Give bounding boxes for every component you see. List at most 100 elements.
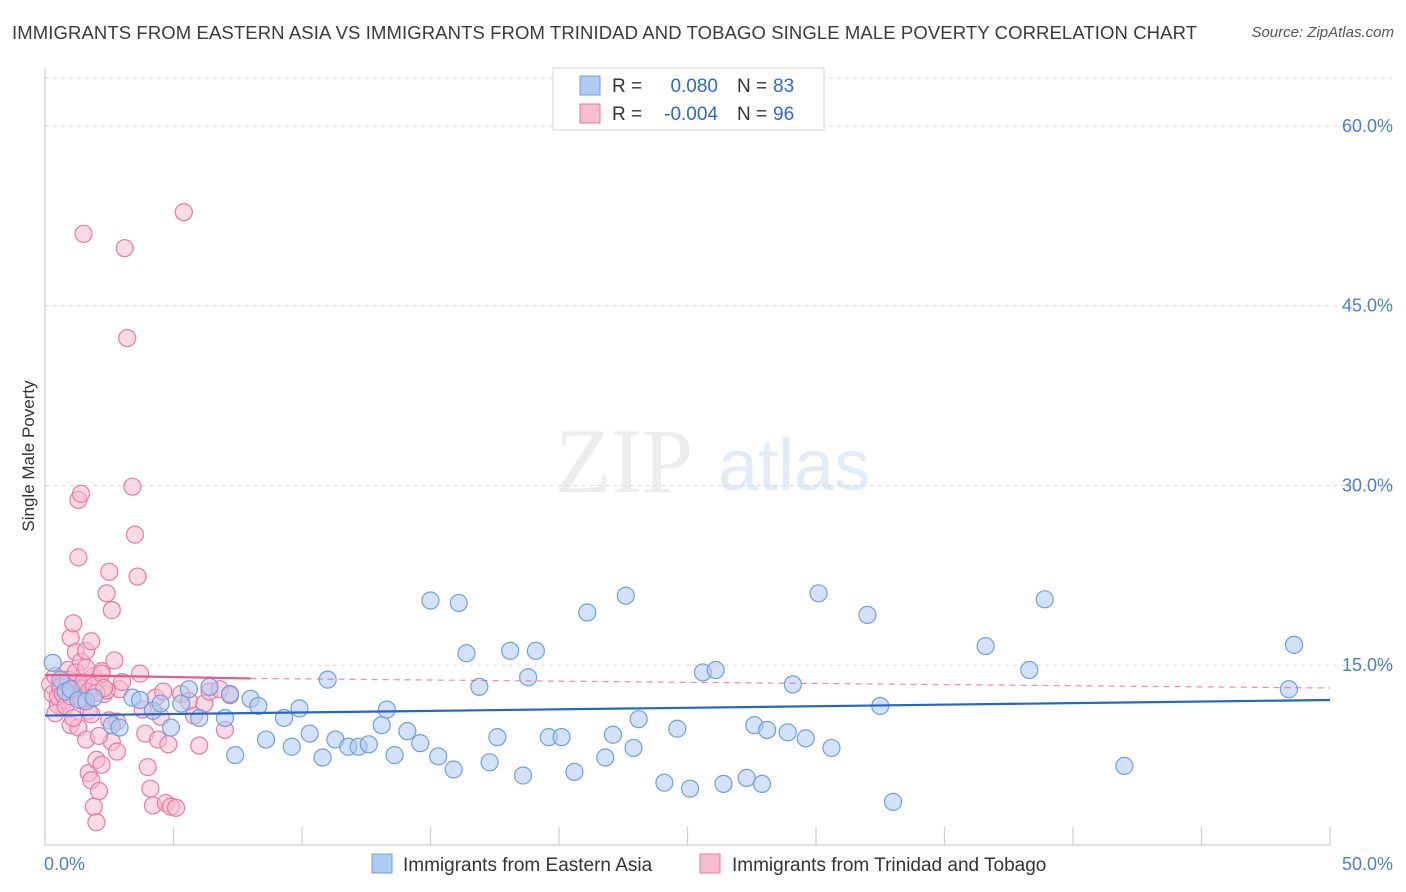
point-pink-84	[64, 708, 83, 728]
point-pink-45	[123, 477, 142, 496]
x-tick-label-1: 50.0%	[1342, 854, 1393, 874]
series-legend: Immigrants from Eastern Asia Immigrants …	[371, 853, 1046, 876]
point-blue-33	[359, 735, 378, 754]
point-blue-26	[290, 699, 309, 718]
legend-n-value-pink: 96	[773, 104, 794, 125]
point-blue-73	[809, 584, 828, 603]
point-blue-19	[220, 684, 240, 704]
point-blue-58	[624, 738, 643, 758]
point-blue-75	[858, 605, 877, 625]
point-blue-61	[668, 719, 687, 738]
point-blue-78	[976, 636, 995, 656]
point-blue-77	[883, 792, 903, 811]
point-blue-22	[249, 696, 268, 716]
point-blue-59	[629, 710, 648, 729]
legend-n-label-blue: N =	[737, 76, 767, 97]
point-pink-23	[69, 548, 88, 567]
point-pink-13	[64, 614, 83, 633]
point-blue-47	[501, 641, 520, 660]
point-blue-42	[449, 593, 468, 613]
point-pink-76	[112, 672, 132, 692]
point-blue-79	[1020, 660, 1039, 680]
gridlines	[45, 77, 1392, 666]
point-blue-25	[282, 737, 301, 756]
legend-r-label-pink: R =	[612, 104, 642, 125]
point-blue-46	[488, 728, 507, 747]
point-pink-75	[107, 742, 127, 761]
point-pink-21	[82, 632, 101, 651]
point-pink-88	[77, 658, 96, 677]
point-pink-30	[84, 797, 103, 816]
legend-bottom-swatch-blue	[371, 853, 393, 874]
point-blue-50	[526, 641, 545, 660]
y-tick-labels: 15.0% 30.0% 45.0% 60.0%	[1342, 116, 1393, 675]
point-pink-43	[115, 239, 134, 258]
point-blue-34	[372, 716, 391, 735]
trend-line-blue	[44, 698, 1331, 717]
point-pink-31	[87, 813, 106, 832]
y-tick-label-1: 30.0%	[1342, 475, 1393, 495]
point-pink-42	[74, 224, 93, 243]
point-pink-44	[118, 328, 137, 348]
point-blue-54	[578, 603, 597, 622]
point-blue-69	[758, 720, 777, 740]
point-blue-0	[43, 653, 62, 672]
point-blue-74	[822, 738, 841, 758]
point-blue-15	[179, 680, 199, 699]
point-blue-53	[565, 762, 584, 781]
watermark: ZIP atlas	[555, 410, 870, 512]
legend-n-value-blue: 83	[773, 76, 794, 97]
correlation-legend: R = 0.080 N = 83 R = -0.004 N = 96	[552, 67, 825, 131]
x-tick-label-0: 0.0%	[44, 854, 85, 874]
point-pink-52	[141, 779, 160, 798]
legend-r-label-blue: R =	[612, 76, 642, 97]
point-pink-59	[159, 735, 178, 754]
point-pink-46	[125, 525, 145, 544]
y-tick-label-0: 15.0%	[1342, 655, 1393, 675]
legend-n-label-pink: N =	[737, 104, 767, 125]
point-blue-14	[172, 694, 191, 713]
series-trinidad-points	[41, 203, 240, 832]
point-blue-23	[256, 730, 276, 749]
point-pink-51	[138, 758, 157, 777]
point-pink-63	[174, 203, 193, 222]
point-pink-66	[190, 736, 209, 755]
point-blue-28	[313, 748, 332, 767]
point-pink-47	[128, 567, 147, 586]
watermark-zip: ZIP	[555, 410, 693, 512]
legend-bottom-label-pink: Immigrants from Trinidad and Tobago	[732, 855, 1046, 876]
y-axis-label: Single Male Poverty	[19, 380, 38, 532]
point-blue-49	[519, 668, 538, 687]
point-blue-55	[596, 748, 615, 767]
point-blue-82	[1284, 635, 1304, 654]
point-blue-43	[457, 644, 476, 663]
trend-line-pink	[44, 673, 251, 680]
legend-swatch-blue	[579, 75, 601, 96]
point-blue-56	[603, 725, 623, 744]
point-blue-57	[616, 586, 635, 605]
point-blue-81	[1115, 756, 1134, 776]
point-blue-70	[778, 723, 797, 742]
point-pink-25	[71, 484, 91, 503]
legend-bottom-label-blue: Immigrants from Eastern Asia	[403, 855, 653, 876]
point-blue-62	[680, 779, 700, 798]
point-blue-12	[151, 694, 170, 713]
point-pink-48	[130, 664, 150, 683]
point-blue-13	[161, 718, 181, 737]
point-blue-68	[752, 774, 772, 793]
point-pink-61	[166, 798, 186, 817]
point-pink-36	[97, 584, 116, 603]
point-pink-33	[89, 781, 109, 801]
legend-r-value-blue: 0.080	[670, 76, 718, 97]
watermark-atlas: atlas	[718, 426, 870, 506]
point-pink-39	[105, 651, 124, 670]
point-blue-52	[552, 728, 571, 747]
point-blue-6	[84, 688, 103, 707]
point-blue-10	[130, 690, 150, 710]
point-blue-37	[398, 722, 417, 741]
point-blue-39	[421, 591, 440, 610]
y-tick-label-2: 45.0%	[1342, 296, 1393, 316]
point-blue-72	[796, 729, 815, 748]
legend-swatch-pink	[579, 103, 601, 124]
